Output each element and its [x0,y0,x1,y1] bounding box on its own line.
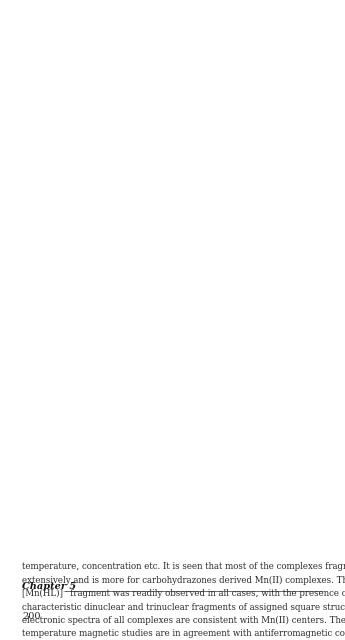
Text: extensively and is more for carbohydrazones derived Mn(II) complexes. The: extensively and is more for carbohydrazo… [22,575,345,584]
Text: characteristic dinuclear and trinuclear fragments of assigned square structures.: characteristic dinuclear and trinuclear … [22,602,345,611]
Text: temperature magnetic studies are in agreement with antiferromagnetic couplings: temperature magnetic studies are in agre… [22,630,345,639]
Text: electronic spectra of all complexes are consistent with Mn(II) centers. The vari: electronic spectra of all complexes are … [22,616,345,625]
Text: temperature, concentration etc. It is seen that most of the complexes fragmented: temperature, concentration etc. It is se… [22,562,345,571]
Text: Chapter 5: Chapter 5 [22,582,76,591]
Text: 200: 200 [22,612,40,621]
Text: [Mn(HL)]⁻ fragment was readily observed in all cases, with the presence of: [Mn(HL)]⁻ fragment was readily observed … [22,589,345,598]
